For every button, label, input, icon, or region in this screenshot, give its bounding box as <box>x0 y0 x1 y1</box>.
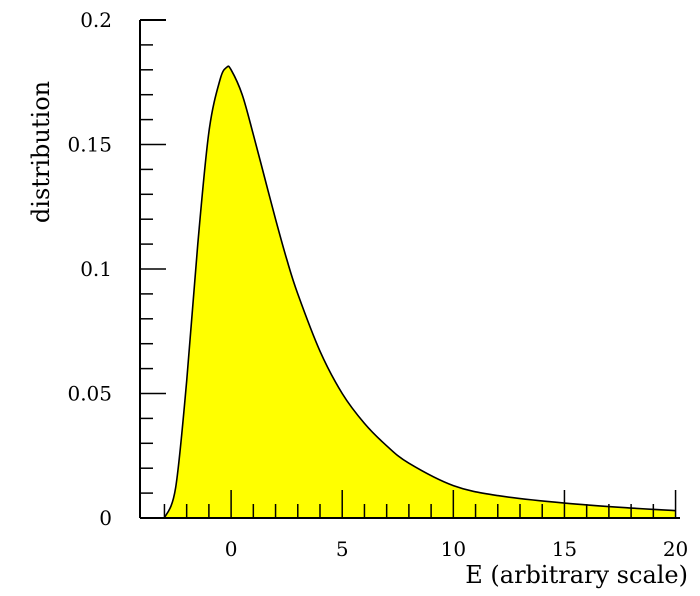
y-tick-label: 0.2 <box>80 8 112 32</box>
distribution-curve <box>163 65 676 519</box>
x-tick-label: 10 <box>441 537 466 561</box>
y-axis-title: distribution <box>27 81 55 223</box>
y-tick-label: 0.05 <box>67 382 112 406</box>
y-tick-label: 0.1 <box>80 257 112 281</box>
y-tick-label: 0.15 <box>67 133 112 157</box>
x-tick-label: 5 <box>336 537 349 561</box>
distribution-area-fill <box>164 66 676 518</box>
y-tick-label: 0 <box>99 506 112 530</box>
x-tick-label: 20 <box>663 537 688 561</box>
x-tick-label: 0 <box>225 537 238 561</box>
x-axis-title: E (arbitrary scale) <box>465 561 688 589</box>
plot-area: 0 5 10 15 20 0 0.05 0.1 0.15 0.2 <box>67 8 688 561</box>
x-tick-label: 15 <box>552 537 577 561</box>
